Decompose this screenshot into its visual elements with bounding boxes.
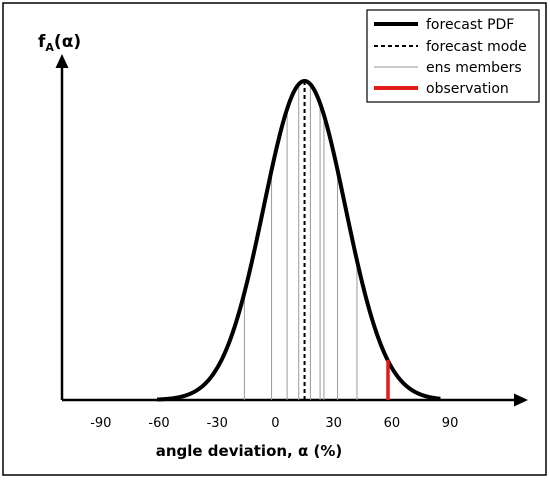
forecast-pdf-group xyxy=(156,79,442,402)
legend-label-forecast-pdf: forecast PDF xyxy=(426,17,514,33)
legend: forecast PDF forecast mode ens members o… xyxy=(366,9,540,103)
forecast-pdf-curve xyxy=(156,79,442,402)
x-tick-labels: -90 -60 -30 0 30 60 90 xyxy=(90,416,458,431)
y-axis-label-sub: A xyxy=(45,41,54,54)
chart-border xyxy=(2,2,547,476)
x-tick-label-neg30: -30 xyxy=(207,416,228,431)
x-tick-label-neg60: -60 xyxy=(148,416,169,431)
y-axis-label-main: f xyxy=(38,32,46,52)
legend-label-forecast-mode: forecast mode xyxy=(426,39,527,55)
x-axis-label: angle deviation, α (%) xyxy=(156,442,343,460)
x-tick-label-0: 0 xyxy=(271,416,279,431)
legend-label-ens-members: ens members xyxy=(426,60,522,76)
x-tick-label-neg90: -90 xyxy=(90,416,111,431)
ens-members-group xyxy=(243,85,358,400)
y-axis-label-rest: (α) xyxy=(54,32,81,52)
y-axis-label: fA(α) xyxy=(38,32,81,54)
y-axis-arrow xyxy=(55,54,69,68)
x-tick-label-60: 60 xyxy=(384,416,401,431)
axes xyxy=(55,54,528,407)
x-tick-label-90: 90 xyxy=(442,416,459,431)
legend-label-observation: observation xyxy=(426,81,509,97)
x-tick-label-30: 30 xyxy=(325,416,342,431)
x-axis-arrow xyxy=(514,393,528,407)
